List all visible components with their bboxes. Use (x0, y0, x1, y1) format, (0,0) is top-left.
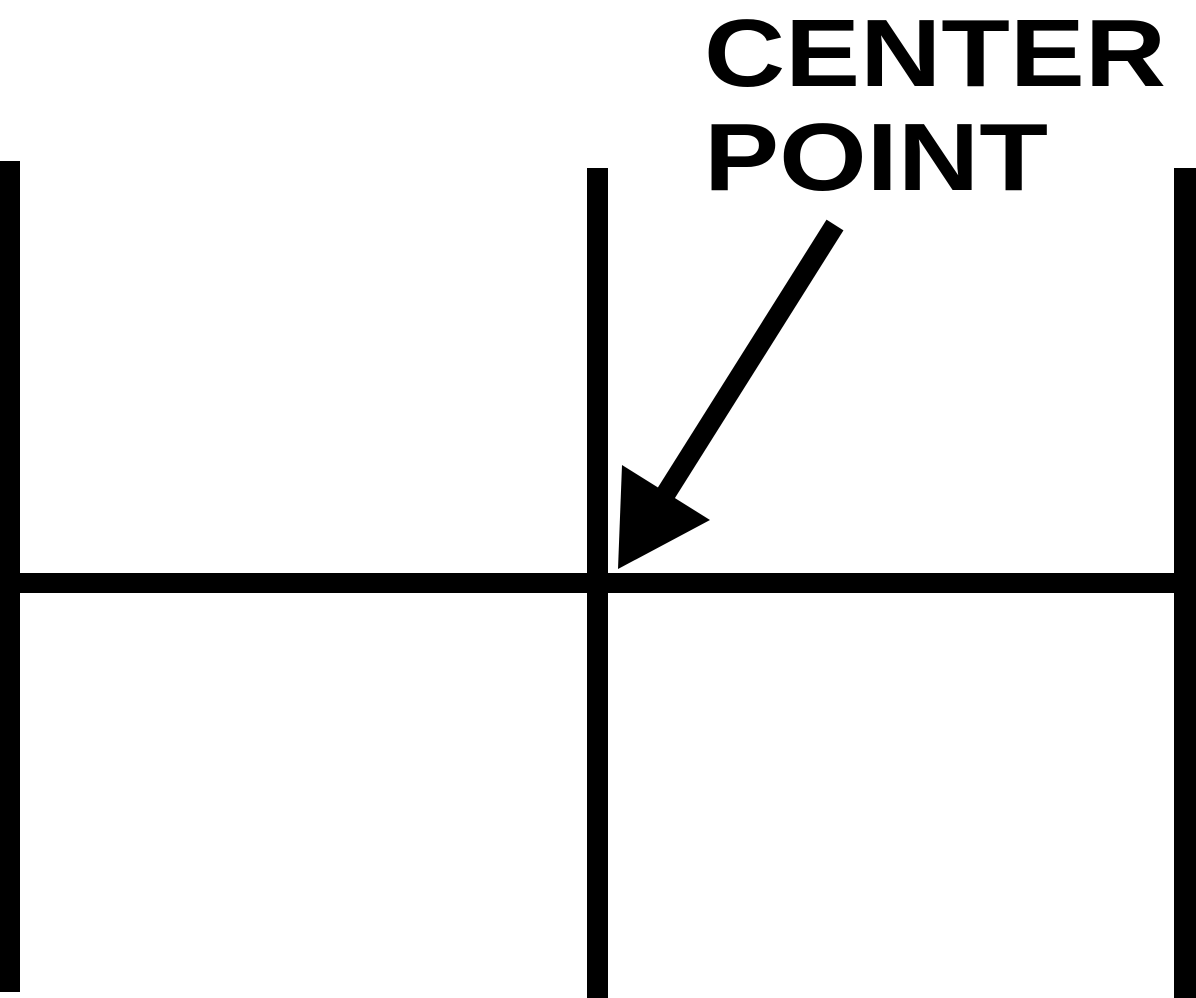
arrow-head (618, 465, 710, 569)
label-line-1: CENTER (704, 0, 1166, 107)
horizontal-line (0, 573, 1196, 593)
arrow-shaft (656, 219, 844, 501)
label-line-2: POINT (704, 104, 1048, 211)
